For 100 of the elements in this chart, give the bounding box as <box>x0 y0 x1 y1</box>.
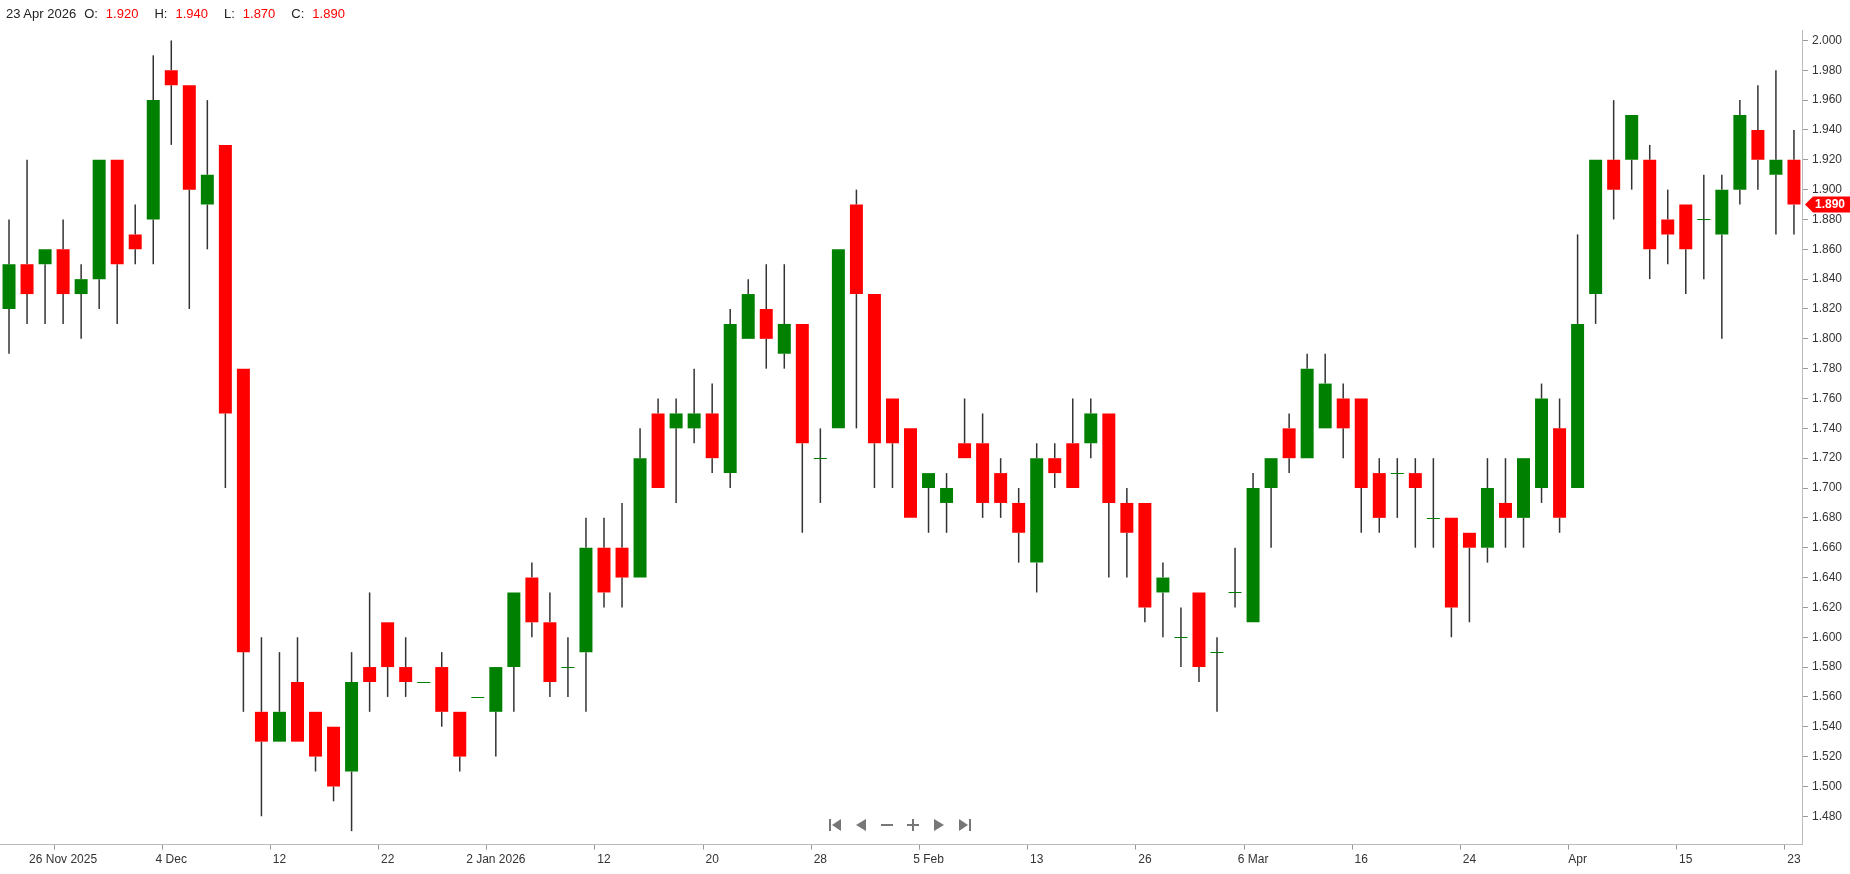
candlestick <box>1696 174 1711 280</box>
x-tick-label: 15 <box>1679 852 1693 867</box>
x-tick-label: 4 Dec <box>155 852 187 867</box>
candlestick <box>92 159 106 309</box>
text: O: 1.920 <box>84 6 140 21</box>
candlestick <box>579 517 593 712</box>
y-tick-label: 1.560 <box>1811 689 1843 704</box>
x-tick-label: 13 <box>1030 852 1044 867</box>
x-tick-label: 16 <box>1354 852 1369 867</box>
candlestick <box>1138 502 1152 623</box>
candlestick <box>38 249 52 324</box>
y-tick-label: 1.980 <box>1811 62 1843 77</box>
candlestick <box>1715 174 1729 339</box>
y-tick-label: 1.960 <box>1811 92 1843 107</box>
candlestick <box>1210 637 1224 712</box>
candlestick <box>1733 100 1747 205</box>
x-tick-label: 12 <box>597 852 611 867</box>
candlestick <box>1102 413 1116 578</box>
candlestick <box>831 249 845 429</box>
y-tick-label: 1.760 <box>1811 390 1843 405</box>
candlestick <box>1264 458 1278 548</box>
candlestick <box>110 159 124 324</box>
chart-title: 23 Apr 2026 <box>6 6 77 21</box>
x-tick-label: 24 <box>1462 852 1477 867</box>
x-tick-label: 6 Mar <box>1237 852 1269 867</box>
candlestick <box>741 279 755 339</box>
y-tick-label: 1.920 <box>1811 152 1843 167</box>
candlestick <box>1300 353 1314 459</box>
candlestick <box>687 368 701 444</box>
candlestick <box>615 502 629 608</box>
candlestick <box>1156 562 1170 638</box>
y-tick-label: 1.820 <box>1811 301 1843 316</box>
candlestick <box>489 667 503 757</box>
candlestick <box>597 517 611 608</box>
y-tick-label: 2.000 <box>1811 32 1843 47</box>
candlestick <box>1282 413 1296 474</box>
candlestick <box>1120 488 1134 578</box>
x-tick-label: 28 <box>813 852 828 867</box>
candlestick <box>2 219 16 354</box>
y-tick-label: 1.700 <box>1811 480 1843 495</box>
candlestick <box>20 159 34 324</box>
y-tick-label: 1.900 <box>1811 181 1843 196</box>
y-tick-label: 1.740 <box>1811 420 1843 435</box>
candlestick <box>1228 547 1243 608</box>
candlestick <box>1084 398 1098 459</box>
y-tick-label: 1.660 <box>1811 540 1843 555</box>
x-tick-label: 26 Nov 2025 <box>29 852 98 867</box>
candlestick <box>543 592 557 697</box>
candlestick <box>1192 592 1206 682</box>
y-tick-label: 1.880 <box>1811 211 1843 226</box>
candlestick <box>1066 398 1080 489</box>
y-tick-label: 1.580 <box>1811 659 1843 674</box>
x-tick-label: 2 Jan 2026 <box>466 852 526 867</box>
candlestick <box>633 428 647 578</box>
y-tick-label: 1.860 <box>1811 241 1843 256</box>
candlestick <box>560 637 575 697</box>
x-tick-label: 5 Feb <box>913 852 945 867</box>
candlestick <box>1787 129 1801 235</box>
text: L: 1.870 <box>223 6 277 21</box>
y-tick-label: 1.840 <box>1811 271 1843 286</box>
candlestick <box>1173 607 1188 668</box>
y-tick-label: 1.600 <box>1811 629 1843 644</box>
y-tick-label: 1.540 <box>1811 719 1843 734</box>
candlestick <box>1336 383 1350 459</box>
x-tick-label: Apr <box>1568 852 1587 867</box>
x-tick-label: 20 <box>705 852 720 867</box>
y-tick-label: 1.520 <box>1811 748 1843 763</box>
candlestick <box>705 383 719 474</box>
y-tick-label: 1.680 <box>1811 510 1843 525</box>
candlestick <box>1246 473 1260 623</box>
candlestick <box>453 711 467 772</box>
annotation: 1.890 <box>1814 196 1846 211</box>
y-tick-label: 1.500 <box>1811 778 1843 793</box>
candlestick <box>128 204 142 265</box>
candlestick <box>74 264 88 339</box>
y-tick-label: 1.780 <box>1811 360 1843 375</box>
y-tick-label: 1.940 <box>1811 122 1843 137</box>
candlestick <box>1751 85 1765 190</box>
y-tick-label: 1.800 <box>1811 331 1843 346</box>
text: H: 1.940 <box>154 6 209 21</box>
y-tick-label: 1.480 <box>1811 808 1843 823</box>
y-tick-label: 1.720 <box>1811 450 1843 465</box>
y-tick-label: 1.620 <box>1811 599 1843 614</box>
candlestick <box>651 398 665 489</box>
candlestick <box>1769 70 1783 235</box>
x-tick-label: 22 <box>380 852 395 867</box>
x-tick-label: 23 <box>1787 852 1801 867</box>
candlestick <box>507 592 521 712</box>
candlestick <box>1679 204 1693 295</box>
candlestick <box>56 219 70 324</box>
candlestick <box>723 308 737 489</box>
candlestick <box>669 398 683 503</box>
x-tick-label: 26 <box>1138 852 1152 867</box>
candlestick <box>1354 398 1368 533</box>
y-tick-label: 1.640 <box>1811 569 1843 584</box>
x-tick-label: 12 <box>272 852 287 867</box>
text: C: 1.890 <box>291 6 346 21</box>
candlestick <box>904 428 917 518</box>
candlestick <box>1318 353 1332 429</box>
candlestick <box>525 562 539 638</box>
